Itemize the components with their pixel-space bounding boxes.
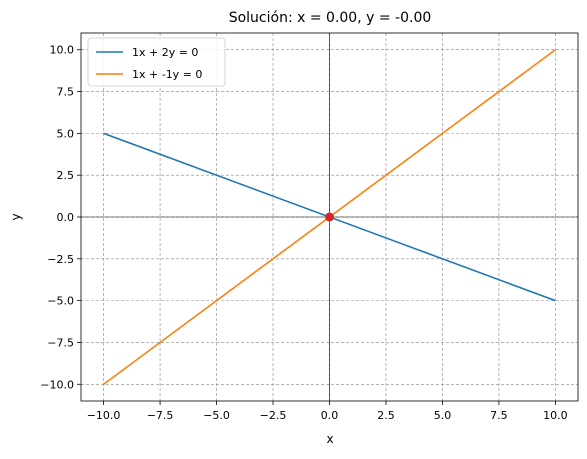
x-tick-label: −10.0 <box>87 409 121 422</box>
x-tick-label: 0.0 <box>321 409 339 422</box>
solution-marker <box>325 212 334 222</box>
axis-ticks: −10.0 −7.5 −5.0 −2.5 0.0 2.5 5.0 7.5 10.0 −10.0 −7… <box>40 44 567 422</box>
x-tick-label: −2.5 <box>260 409 287 422</box>
y-tick-label: 0.0 <box>57 211 75 224</box>
legend-label-2: 1x + -1y = 0 <box>132 68 202 81</box>
x-tick-label: 5.0 <box>434 409 452 422</box>
chart-title: Solución: x = 0.00, y = -0.00 <box>229 10 432 26</box>
x-axis-label: x <box>326 432 333 446</box>
x-tick-label: −5.0 <box>203 409 230 422</box>
y-tick-label: −2.5 <box>47 253 74 266</box>
solution-point <box>325 212 334 222</box>
y-tick-label: 2.5 <box>57 169 75 182</box>
x-tick-label: −7.5 <box>147 409 174 422</box>
y-tick-label: −10.0 <box>40 378 74 391</box>
legend-label-1: 1x + 2y = 0 <box>132 46 198 59</box>
y-tick-label: 7.5 <box>57 86 75 99</box>
x-tick-label: 10.0 <box>543 409 568 422</box>
x-tick-label: 7.5 <box>490 409 508 422</box>
x-tick-label: 2.5 <box>377 409 395 422</box>
y-tick-label: 5.0 <box>57 127 75 140</box>
y-tick-label: 10.0 <box>50 44 75 57</box>
y-tick-label: −5.0 <box>47 295 74 308</box>
y-axis-label: y <box>9 213 23 220</box>
y-tick-label: −7.5 <box>47 336 74 349</box>
legend: 1x + 2y = 0 1x + -1y = 0 <box>87 37 226 87</box>
